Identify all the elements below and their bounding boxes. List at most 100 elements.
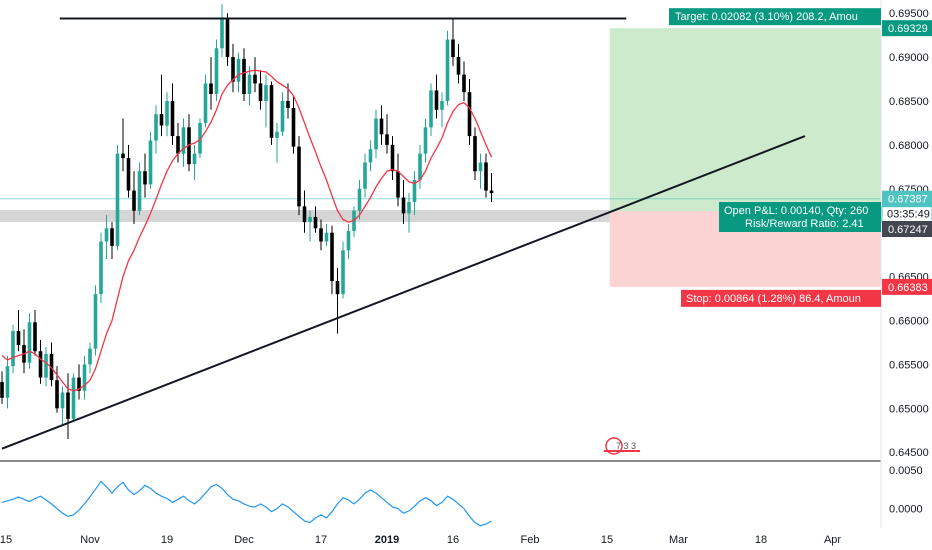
candle-body [110, 228, 114, 246]
candle-body [99, 241, 103, 295]
open-pnl-text: Open P&L: 0.00140, Qty: 260 [724, 205, 868, 217]
candle [478, 153, 483, 189]
candle [374, 109, 378, 159]
candle-body [236, 58, 241, 82]
candle-body [269, 85, 274, 138]
oscillator-axis[interactable]: 0.0050 0.0000 [889, 465, 923, 516]
time-tick-label: Nov [80, 534, 100, 546]
time-tick-label: Apr [824, 534, 841, 546]
position-labels[interactable]: Target: 0.02082 (3.10%) 208.2, Amou Open … [669, 8, 881, 307]
moving-average [1, 69, 493, 392]
price-tick-label: 0.69000 [889, 52, 929, 64]
trend-lines[interactable] [1, 17, 806, 450]
candle-body [374, 118, 378, 150]
candle-body [159, 114, 164, 126]
candle-body [88, 348, 92, 365]
time-tick-label: 17 [315, 534, 327, 546]
candle-body [66, 392, 70, 419]
candle-body [148, 140, 153, 185]
candle [396, 153, 400, 207]
candle-body [165, 100, 169, 126]
candle [275, 122, 279, 163]
stop-label-box[interactable] [681, 289, 881, 307]
candle [27, 313, 32, 369]
candle-body [467, 92, 472, 137]
candle-body [209, 83, 213, 94]
time-tick-label: 2019 [375, 534, 399, 546]
candle-body [225, 17, 230, 58]
target-label-box[interactable] [669, 8, 881, 26]
support-line[interactable] [1, 135, 806, 450]
candle-body [385, 134, 389, 145]
candle-body [357, 188, 362, 211]
candle [440, 92, 444, 128]
candle-body [121, 153, 125, 159]
candle-body [264, 85, 268, 101]
candle-body [319, 228, 323, 242]
time-tick-label: Feb [521, 534, 540, 546]
candle [379, 105, 384, 145]
candle [71, 373, 76, 422]
candle [302, 190, 307, 233]
candle-body [192, 153, 197, 165]
candle-body [137, 171, 142, 211]
candle [148, 131, 153, 189]
candle [137, 162, 142, 216]
candle-body [5, 366, 10, 398]
candle [467, 79, 472, 145]
time-tick-label: 18 [755, 534, 767, 546]
candle [66, 373, 70, 440]
candle [319, 219, 323, 251]
candle [357, 180, 362, 220]
time-tick-label: 15 [0, 534, 12, 546]
candle-body [33, 322, 37, 352]
candle [291, 96, 296, 154]
candle-body [313, 216, 318, 229]
candle-body [55, 380, 59, 409]
candle-body [143, 171, 147, 185]
candle [247, 65, 252, 106]
price-tick-label: 0.69500 [889, 8, 929, 20]
candle-body [429, 90, 433, 128]
current-price-tag-text: 0.67387 [888, 194, 928, 206]
candle-body [16, 331, 21, 346]
candle-body [368, 149, 373, 163]
stop-label-text: Stop: 0.00864 (1.28%) 86.4, Amoun [686, 293, 861, 305]
candle-body [203, 83, 208, 123]
candle [93, 285, 98, 356]
oscillator-line [1, 480, 492, 527]
pnl-label-box[interactable] [719, 202, 881, 233]
candle [456, 43, 461, 84]
price-tick-label: 0.65500 [889, 359, 929, 371]
time-tick-label: 15 [601, 534, 613, 546]
candlesticks [0, 4, 494, 440]
candle-body [286, 100, 290, 109]
time-tick-label: 19 [161, 534, 173, 546]
candle-body [478, 162, 483, 172]
candle [82, 355, 87, 400]
candle-body [126, 158, 131, 191]
time-axis[interactable]: 15 Nov 19 Dec 17 2019 16 Feb 15 Mar 18 Apr [0, 534, 841, 546]
candle [44, 346, 48, 387]
candle [401, 180, 406, 224]
candle-body [418, 153, 422, 181]
candle [214, 39, 219, 101]
candle-body [170, 100, 175, 137]
candle [16, 309, 21, 352]
candle-body [93, 294, 98, 349]
candle [176, 122, 180, 163]
candle [363, 153, 367, 198]
candle-body [44, 353, 48, 378]
candle-body [484, 162, 488, 191]
candle-body [396, 171, 400, 198]
candle [187, 114, 191, 172]
candle-body [407, 201, 411, 214]
candle-body [214, 48, 219, 94]
current-price-tag-box [882, 190, 932, 207]
candle-body [231, 57, 235, 82]
candle-body [115, 153, 120, 246]
candle-body [187, 127, 191, 165]
candle [445, 30, 450, 106]
candle [203, 74, 208, 128]
